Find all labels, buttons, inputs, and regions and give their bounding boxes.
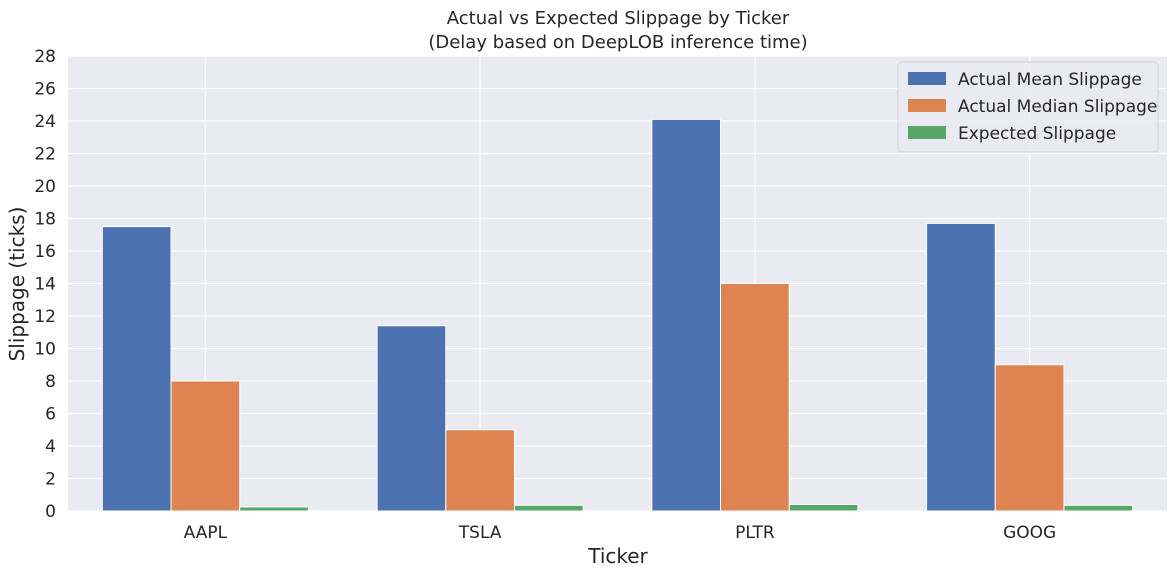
y-tick-label: 10 [34, 340, 56, 360]
bar-pltr-actual-median-slippage [720, 283, 790, 512]
legend-box [897, 61, 1159, 153]
y-tick-label: 16 [34, 242, 56, 262]
x-axis-label: Ticker [587, 544, 648, 568]
bar-pltr-expected-slippage [788, 504, 859, 512]
y-tick-label: 14 [34, 275, 56, 295]
legend-swatch [908, 99, 946, 112]
y-tick-label: 4 [45, 437, 56, 457]
chart-subtitle: (Delay based on DeepLOB inference time) [428, 32, 807, 53]
bar-tsla-actual-mean-slippage [376, 325, 447, 512]
y-tick-label: 2 [45, 470, 56, 490]
legend-label: Actual Mean Slippage [958, 70, 1142, 90]
bar-tsla-expected-slippage [513, 504, 584, 512]
bar-aapl-expected-slippage [239, 506, 309, 512]
y-tick-label: 20 [34, 177, 56, 197]
gridlines [68, 55, 1167, 512]
bar-aapl-actual-median-slippage [170, 380, 241, 512]
y-axis-label: Slippage (ticks) [5, 207, 29, 362]
y-tick-label: 0 [45, 502, 56, 522]
x-tick-label: GOOG [1003, 523, 1056, 543]
x-tick-label: TSLA [458, 523, 502, 543]
legend-swatch [908, 72, 946, 85]
y-tick-label: 6 [45, 405, 56, 425]
chart-title: Actual vs Expected Slippage by Ticker [447, 8, 790, 29]
legend: Actual Mean Slippage Actual Median Slippa… [897, 61, 1159, 153]
x-axis-ticks: AAPL TSLA PLTR GOOG [184, 523, 1057, 543]
bars [101, 118, 1134, 512]
y-tick-label: 8 [45, 372, 56, 392]
legend-swatch [908, 126, 946, 139]
bar-pltr-actual-mean-slippage [651, 118, 722, 512]
bar-goog-actual-mean-slippage [926, 222, 996, 512]
bar-tsla-actual-median-slippage [445, 429, 515, 512]
bar-aapl-actual-mean-slippage [101, 226, 172, 512]
x-tick-label: PLTR [735, 523, 775, 543]
legend-label: Actual Median Slippage [958, 97, 1157, 117]
y-tick-label: 24 [34, 112, 56, 132]
legend-label: Expected Slippage [958, 124, 1116, 144]
bar-goog-actual-median-slippage [994, 364, 1065, 512]
y-tick-label: 22 [34, 145, 56, 165]
x-tick-label: AAPL [184, 523, 228, 543]
bar-goog-expected-slippage [1063, 504, 1134, 512]
y-tick-label: 28 [34, 47, 56, 67]
y-tick-label: 26 [34, 80, 56, 100]
y-tick-label: 12 [34, 307, 56, 327]
y-tick-label: 18 [34, 210, 56, 230]
